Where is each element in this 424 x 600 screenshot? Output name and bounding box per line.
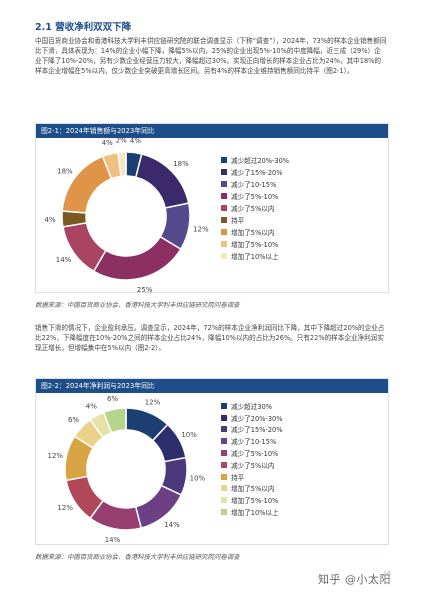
slice-label: 4% (102, 139, 113, 147)
legend-item: 增加了5%以内 (221, 483, 282, 495)
legend-label: 增加了5%以内 (231, 485, 275, 494)
donut-slice (92, 235, 182, 281)
legend-item: 减少了15%-20% (221, 424, 282, 436)
legend-swatch (221, 205, 227, 211)
slice-label: 18% (57, 167, 73, 175)
legend-swatch (221, 217, 227, 223)
slice-label: 14% (105, 536, 121, 544)
section-title: 2.1 营收净利双双下降 (35, 22, 132, 33)
legend-swatch (221, 414, 227, 421)
legend-label: 持平 (231, 473, 245, 482)
slice-label: 14% (164, 521, 180, 529)
legend-item: 减少了10-15% (221, 178, 289, 190)
legend-item: 减少超过30% (221, 400, 282, 412)
legend-swatch (221, 497, 227, 504)
legend-swatch (221, 426, 227, 433)
legend-item: 减少了5%-10% (221, 190, 289, 202)
legend-item: 增加了5%-10% (221, 238, 289, 250)
legend-swatch (221, 253, 227, 259)
legend-swatch (221, 241, 227, 247)
legend-item: 减少了10-15% (221, 435, 282, 447)
legend-label: 减少了5%以内 (231, 461, 275, 470)
watermark: 知乎 @小太阳 (318, 573, 391, 586)
source-note-sales: 数据来源：中国百货商业协会、香港科技大学利丰供应链研究院问卷调查 (35, 301, 240, 309)
legend-label: 减少超过30% (231, 402, 273, 411)
slice-label: 12% (145, 399, 161, 407)
legend-label: 减少了10-15% (231, 181, 277, 189)
source-note-profit: 数据来源：中国百货商业协会、香港科技大学利丰供应链研究院问卷调查 (35, 553, 240, 561)
slice-label: 25% (137, 286, 153, 292)
chart-title-profit: 图2-2：2024年净利润与2023年同比 (36, 379, 388, 393)
slice-label: 12% (193, 225, 209, 233)
legend-item: 减少了20%-30% (221, 412, 282, 424)
slice-label: 4% (45, 216, 56, 224)
legend-label: 减少了10-15% (231, 438, 277, 447)
legend-label: 减少了5%-10% (231, 450, 279, 459)
legend-item: 减少了15%-20% (221, 166, 289, 178)
legend-swatch (221, 169, 227, 175)
legend-label: 持平 (231, 217, 245, 225)
legend-swatch (221, 473, 227, 480)
legend-label: 增加了5%以内 (231, 229, 275, 237)
donut-chart-profit: 12% 10% 10% 14% 14% 12% 12% 6% 4% 6% (47, 395, 206, 544)
donut-slice (117, 151, 127, 178)
legend-item: 减少了5%以内 (221, 459, 282, 471)
legend-sales: 减少超过20%-30% 减少了15%-20% 减少了10-15% 减少了5%-10% 减… (221, 154, 289, 262)
page-number: 10 (383, 571, 391, 578)
legend-item: 减少了5%-10% (221, 447, 282, 459)
legend-label: 减少了15%-20% (231, 169, 283, 177)
chart-title-sales: 图2-1：2024年销售额与2023年同比 (36, 124, 388, 138)
legend-label: 增加了5%-10% (231, 497, 279, 506)
legend-item: 增加了10%以上 (221, 506, 282, 518)
slice-label: 6% (68, 416, 79, 424)
legend-swatch (221, 450, 227, 457)
legend-label: 减少了5%以内 (231, 205, 275, 213)
slice-label: 12% (47, 452, 63, 460)
legend-swatch (221, 193, 227, 199)
donut-slice (102, 407, 127, 434)
slice-label: 10% (181, 431, 197, 439)
legend-swatch (221, 229, 227, 235)
legend-label: 减少了20%-30% (231, 414, 283, 423)
legend-swatch (221, 157, 227, 163)
legend-item: 增加了10%以上 (221, 250, 289, 262)
slice-label: 10% (190, 475, 206, 483)
donut-chart-sales: 4%18%12%25%14%4%18%4% 2% (45, 138, 209, 292)
legend-item: 减少了5%以内 (221, 202, 289, 214)
legend-item: 增加了5%以内 (221, 226, 289, 238)
legend-swatch (221, 181, 227, 187)
slice-label: 4% (130, 138, 141, 145)
legend-label: 减少了5%-10% (231, 193, 279, 201)
legend-label: 减少了15%-20% (231, 426, 283, 435)
slice-label: 4% (86, 402, 97, 410)
legend-swatch (221, 485, 227, 492)
legend-swatch (221, 402, 227, 409)
legend-label: 增加了5%-10% (231, 241, 279, 249)
chart-box-sales: 图2-1：2024年销售额与2023年同比 4% 18% 12% 25% 14% 4% 18… (35, 123, 389, 293)
legend-label: 增加了10%以上 (231, 253, 279, 261)
legend-label: 增加了10%以上 (231, 509, 279, 518)
legend-item: 减少超过20%-30% (221, 154, 289, 166)
legend-item: 持平 (221, 471, 282, 483)
slice-label: 12% (57, 504, 73, 512)
legend-item: 增加了5%-10% (221, 494, 282, 506)
legend-swatch (221, 438, 227, 445)
paragraph-sales: 中国百货商业协会和香港科技大学利丰供应链研究院的联合调查显示（下称“调查”），2… (35, 37, 387, 75)
legend-swatch (221, 509, 227, 516)
slice-label: 2% (116, 138, 127, 145)
legend-swatch (221, 461, 227, 468)
slice-label: 6% (107, 395, 118, 403)
chart-box-profit: 图2-2：2024年净利润与2023年同比 12% 10% 10% 14% 14% 12%… (35, 378, 389, 545)
legend-profit: 减少超过30% 减少了20%-30% 减少了15%-20% 减少了10-15% 减少了5… (221, 400, 282, 518)
paragraph-profit: 销售下滑的情况下，企业盈利承压。调查显示，2024年，72%的样本企业净利润同比… (35, 324, 385, 352)
legend-label: 减少超过20%-30% (231, 157, 290, 165)
slice-label: 14% (56, 256, 72, 264)
slice-label: 18% (173, 160, 189, 168)
donut-slice (61, 155, 113, 214)
legend-item: 持平 (221, 214, 289, 226)
